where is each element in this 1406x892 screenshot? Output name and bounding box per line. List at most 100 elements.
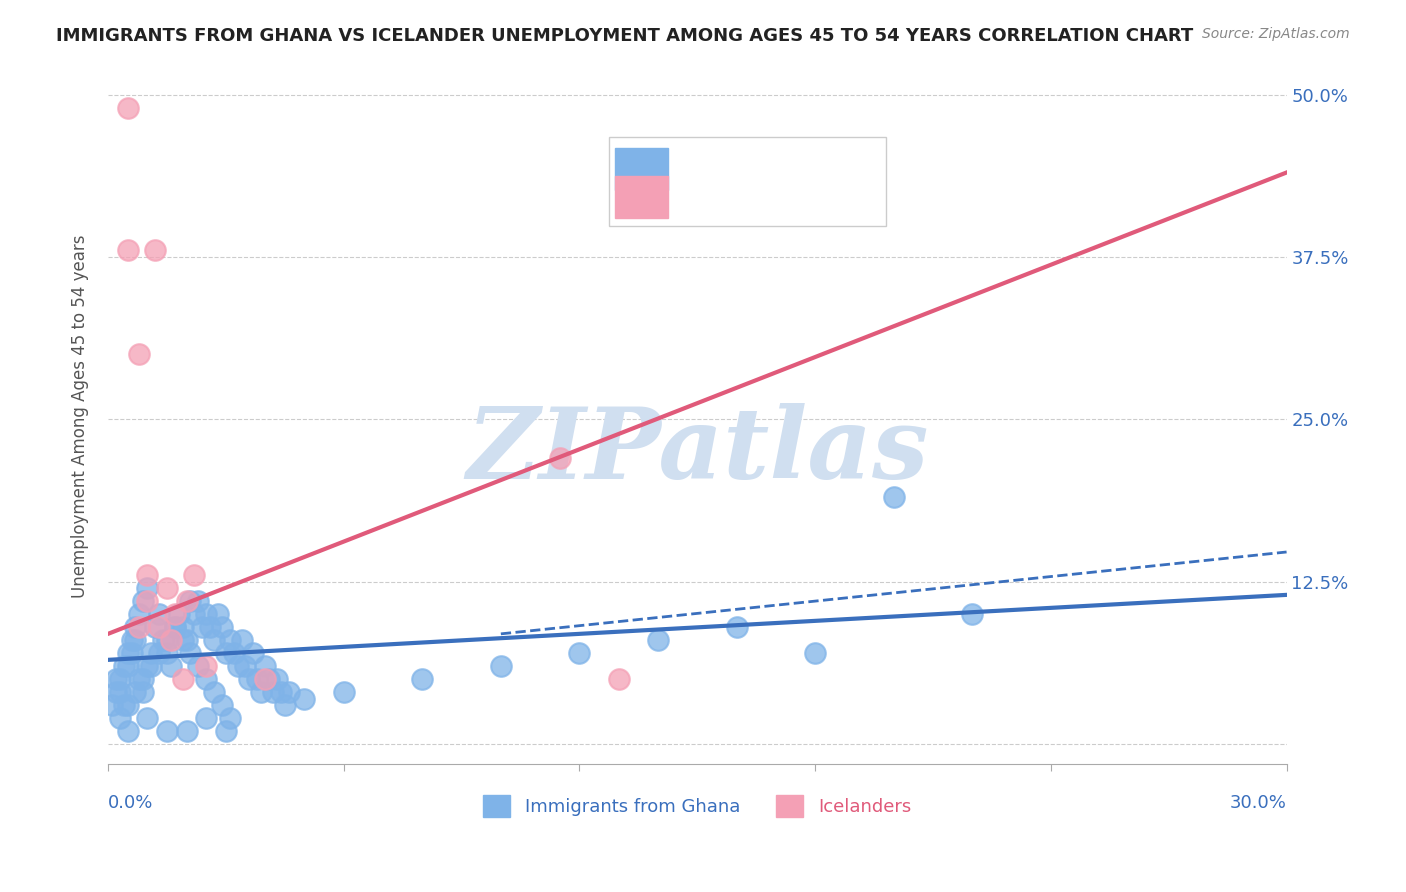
- Point: [568, 646, 591, 660]
- Point: [195, 711, 218, 725]
- Point: [148, 620, 170, 634]
- Point: [117, 724, 139, 739]
- Text: 30.0%: 30.0%: [1230, 794, 1286, 812]
- Point: [195, 607, 218, 622]
- Point: [231, 633, 253, 648]
- Point: [124, 620, 146, 634]
- Point: [218, 633, 240, 648]
- Point: [235, 659, 257, 673]
- Text: IMMIGRANTS FROM GHANA VS ICELANDER UNEMPLOYMENT AMONG AGES 45 TO 54 YEARS CORREL: IMMIGRANTS FROM GHANA VS ICELANDER UNEMP…: [56, 27, 1194, 45]
- Point: [548, 451, 571, 466]
- Point: [117, 646, 139, 660]
- FancyBboxPatch shape: [609, 136, 886, 226]
- Point: [156, 724, 179, 739]
- Point: [883, 491, 905, 505]
- Point: [962, 607, 984, 622]
- Point: [215, 646, 238, 660]
- Point: [156, 633, 179, 648]
- Point: [101, 698, 124, 713]
- Y-axis label: Unemployment Among Ages 45 to 54 years: Unemployment Among Ages 45 to 54 years: [72, 235, 89, 598]
- Point: [172, 620, 194, 634]
- Point: [489, 659, 512, 673]
- Point: [117, 698, 139, 713]
- Point: [277, 685, 299, 699]
- Point: [141, 646, 163, 660]
- Point: [647, 633, 669, 648]
- Point: [132, 594, 155, 608]
- Point: [117, 244, 139, 258]
- Point: [167, 607, 190, 622]
- Point: [143, 244, 166, 258]
- Point: [211, 698, 233, 713]
- Point: [128, 607, 150, 622]
- Point: [132, 685, 155, 699]
- Point: [242, 646, 264, 660]
- Point: [266, 673, 288, 687]
- Point: [195, 673, 218, 687]
- Point: [191, 620, 214, 634]
- Text: ZIPatlas: ZIPatlas: [467, 402, 928, 500]
- Point: [804, 646, 827, 660]
- Text: Source: ZipAtlas.com: Source: ZipAtlas.com: [1202, 27, 1350, 41]
- Point: [112, 659, 135, 673]
- Point: [202, 633, 225, 648]
- Point: [141, 659, 163, 673]
- Point: [136, 594, 159, 608]
- Point: [725, 620, 748, 634]
- Point: [198, 620, 221, 634]
- Point: [176, 594, 198, 608]
- FancyBboxPatch shape: [614, 177, 668, 218]
- Point: [257, 673, 280, 687]
- Point: [250, 685, 273, 699]
- Point: [132, 673, 155, 687]
- Point: [156, 646, 179, 660]
- Point: [163, 620, 186, 634]
- Point: [254, 659, 277, 673]
- Point: [112, 698, 135, 713]
- Point: [207, 607, 229, 622]
- Point: [411, 673, 433, 687]
- Text: R =  0.384   N = 18: R = 0.384 N = 18: [665, 183, 872, 202]
- Point: [211, 620, 233, 634]
- Point: [183, 607, 205, 622]
- Point: [176, 633, 198, 648]
- Point: [183, 568, 205, 582]
- Point: [124, 633, 146, 648]
- Legend: Immigrants from Ghana, Icelanders: Immigrants from Ghana, Icelanders: [477, 788, 918, 824]
- Point: [143, 620, 166, 634]
- Point: [226, 659, 249, 673]
- Point: [294, 691, 316, 706]
- Text: R =  0.153   N = 86: R = 0.153 N = 86: [665, 154, 872, 172]
- Point: [262, 685, 284, 699]
- Point: [274, 698, 297, 713]
- Point: [128, 347, 150, 361]
- Point: [254, 673, 277, 687]
- Point: [607, 673, 630, 687]
- Point: [163, 607, 186, 622]
- Point: [152, 633, 174, 648]
- Point: [195, 659, 218, 673]
- Point: [332, 685, 354, 699]
- Point: [179, 646, 201, 660]
- Point: [108, 673, 131, 687]
- Point: [148, 607, 170, 622]
- Point: [136, 582, 159, 596]
- Point: [136, 568, 159, 582]
- FancyBboxPatch shape: [614, 148, 668, 190]
- Point: [160, 659, 183, 673]
- Point: [128, 673, 150, 687]
- Point: [163, 620, 186, 634]
- Point: [218, 711, 240, 725]
- Point: [172, 673, 194, 687]
- Point: [108, 685, 131, 699]
- Point: [117, 659, 139, 673]
- Point: [128, 620, 150, 634]
- Point: [202, 685, 225, 699]
- Text: 0.0%: 0.0%: [108, 794, 153, 812]
- Point: [148, 646, 170, 660]
- Point: [187, 659, 209, 673]
- Point: [172, 633, 194, 648]
- Point: [117, 101, 139, 115]
- Point: [121, 633, 143, 648]
- Point: [136, 659, 159, 673]
